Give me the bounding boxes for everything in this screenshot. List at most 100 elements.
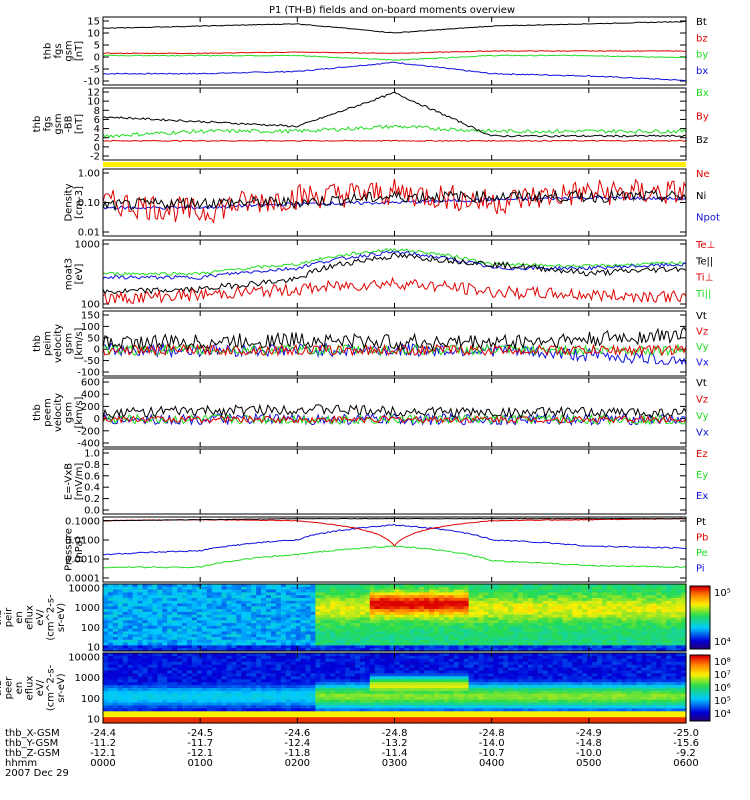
spectrogram-cell <box>345 714 351 718</box>
spectrogram-cell <box>206 667 213 672</box>
spectrogram-cell <box>429 648 435 652</box>
spectrogram-cell <box>602 620 608 624</box>
spectrogram-cell <box>636 639 643 644</box>
spectrogram-cell <box>359 614 366 619</box>
colorbar-segment <box>690 609 710 612</box>
spectrogram-cell <box>369 658 376 663</box>
spectrogram-cell <box>439 679 445 683</box>
spectrogram-cell <box>142 648 148 652</box>
spectrogram-cell <box>112 714 119 718</box>
spectrogram-cell <box>231 625 237 630</box>
spectrogram-cell <box>152 676 158 680</box>
spectrogram-cell <box>453 639 460 644</box>
spectrogram-cell <box>117 592 124 596</box>
spectrogram-cell <box>142 609 148 613</box>
colorbar-segment <box>690 710 710 713</box>
spectrogram-cell <box>187 584 193 588</box>
spectrogram-cell <box>671 584 677 588</box>
spectrogram-cell <box>468 603 475 607</box>
spectrogram-cell <box>325 693 331 698</box>
spectrogram-cell <box>201 648 208 652</box>
spectrogram-cell <box>167 598 173 602</box>
spectrogram-cell <box>434 688 440 692</box>
spectrogram-cell <box>236 595 242 599</box>
spectrogram-cell <box>345 696 351 701</box>
colorbar-segment <box>690 613 710 616</box>
spectrogram-cell <box>681 614 687 619</box>
spectrogram-cell <box>443 614 450 619</box>
spectrogram-cell <box>439 658 445 663</box>
spectrogram-cell <box>463 609 470 613</box>
spectrogram-cell <box>651 606 657 610</box>
spectrogram-cell <box>177 645 183 649</box>
spectrogram-cell <box>409 705 415 709</box>
spectrogram-cell <box>177 600 183 605</box>
spectrogram-cell <box>157 655 163 660</box>
spectrogram-cell <box>597 611 603 616</box>
spectrogram-cell <box>369 653 376 657</box>
spectrogram-cell <box>369 705 376 709</box>
spectrogram-cell <box>374 609 381 613</box>
spectrogram-cell <box>542 625 549 630</box>
spectrogram-cell <box>542 589 549 593</box>
spectrogram-cell <box>147 711 153 715</box>
spectrogram-cell <box>364 673 371 677</box>
spectrogram-cell <box>429 623 435 627</box>
spectrogram-cell <box>196 639 203 644</box>
spectrogram-cell <box>152 699 158 704</box>
spectrogram-cell <box>419 711 425 715</box>
spectrogram-cell <box>300 614 307 619</box>
spectrogram-cell <box>478 658 484 663</box>
spectrogram-cell <box>350 584 356 588</box>
spectrogram-cell <box>552 595 559 599</box>
spectrogram-cell <box>666 620 672 624</box>
spectrogram-cell <box>187 620 193 624</box>
spectrogram-cell <box>162 714 168 718</box>
spectrogram-cell <box>424 623 430 627</box>
spectrogram-cell <box>562 631 568 635</box>
spectrogram-cell <box>295 598 302 602</box>
spectrogram-cell <box>107 708 114 712</box>
spectrogram-cell <box>537 623 544 627</box>
spectrogram-cell <box>577 623 583 627</box>
spectrogram-cell <box>379 600 386 605</box>
spectrogram-cell <box>206 655 213 660</box>
spectrogram-cell <box>335 611 341 616</box>
spectrogram-cell <box>429 628 435 633</box>
spectrogram-cell <box>641 637 647 641</box>
spectrogram-cell <box>107 655 114 660</box>
spectrogram-cell <box>137 611 144 616</box>
spectrogram-cell <box>448 600 455 605</box>
spectrogram-cell <box>350 634 356 638</box>
spectrogram-cell <box>211 600 218 605</box>
spectrogram-cell <box>285 679 292 683</box>
spectrogram-cell <box>122 592 129 596</box>
spectrogram-cell <box>285 667 292 672</box>
spectrogram-cell <box>226 717 232 721</box>
spectrogram-cell <box>434 685 440 689</box>
spectrogram-cell <box>369 664 376 669</box>
spectrogram-cell <box>285 620 292 624</box>
spectrogram-cell <box>177 702 183 707</box>
spectrogram-cell <box>251 623 257 627</box>
spectrogram-cell <box>374 688 381 692</box>
spectrogram-cell <box>320 600 326 605</box>
spectrogram-cell <box>182 720 188 724</box>
spectrogram-8 <box>103 584 687 652</box>
spectrogram-cell <box>661 645 667 649</box>
spectrogram-cell <box>275 586 282 591</box>
colorbar-segment <box>690 690 710 693</box>
spectrogram-cell <box>661 637 667 641</box>
spectrogram-cell <box>280 648 287 652</box>
spectrogram-cell <box>419 645 425 649</box>
spectrogram-cell <box>419 693 425 698</box>
spectrogram-cell <box>424 673 430 677</box>
spectrogram-cell <box>562 592 568 596</box>
spectrogram-cell <box>419 670 425 674</box>
spectrogram-cell <box>266 592 272 596</box>
spectrogram-cell <box>290 611 297 616</box>
spectrogram-cell <box>335 720 341 724</box>
spectrogram-cell <box>463 642 470 646</box>
spectrogram-cell <box>266 634 272 638</box>
spectrogram-cell <box>300 645 307 649</box>
